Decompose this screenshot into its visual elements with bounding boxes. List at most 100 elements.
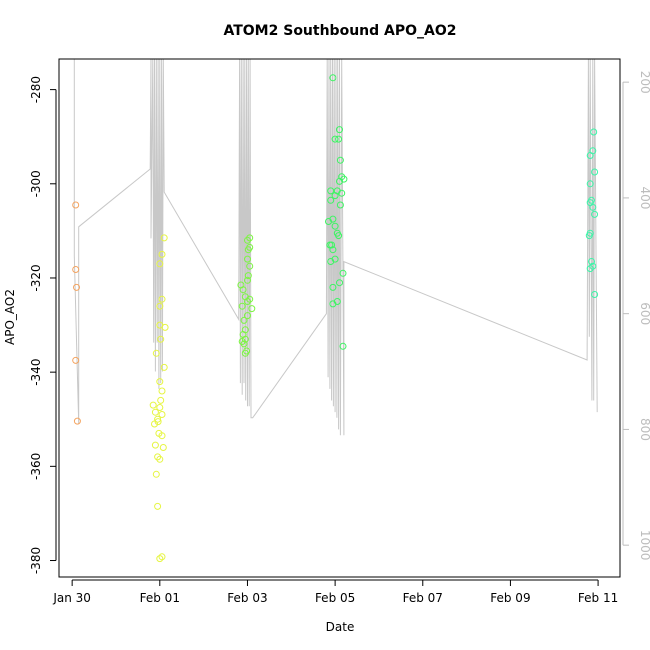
- data-point-s1-16: [158, 250, 166, 258]
- data-point-s3-16: [331, 222, 339, 230]
- x-tick-label-4: Feb 07: [403, 591, 443, 605]
- data-point-s1-22: [157, 335, 165, 343]
- x-axis-label: Date: [326, 620, 355, 634]
- y-tick-label-3: -340: [29, 359, 43, 386]
- data-point-s1-0: [149, 401, 157, 409]
- data-point-s2-20: [246, 295, 254, 303]
- data-point-s3-26: [329, 283, 337, 291]
- data-point-s4-4: [586, 180, 594, 188]
- data-point-s1-13: [158, 553, 166, 561]
- data-point-s1-19: [158, 295, 166, 303]
- data-point-s1-15: [156, 260, 164, 268]
- data-point-s3-12: [327, 196, 335, 204]
- data-point-s2-12: [244, 236, 251, 244]
- data-point-s2-16: [244, 255, 251, 263]
- data-point-s1-27: [155, 429, 163, 437]
- plot-frame: [58, 58, 621, 578]
- data-point-s1-11: [152, 470, 160, 478]
- data-point-s1-29: [157, 396, 165, 404]
- data-point-s3-21: [329, 246, 337, 254]
- x-tick-label-0: Jan 30: [52, 591, 91, 605]
- data-point-s2-10: [241, 349, 249, 357]
- data-point-s2-22: [244, 312, 251, 320]
- data-point-s2-13: [246, 234, 254, 242]
- data-point-s1-26: [152, 349, 160, 357]
- data-point-s4-3: [591, 168, 599, 176]
- data-point-s2-5: [240, 316, 248, 324]
- data-point-s4-8: [591, 210, 599, 218]
- data-point-s3-4: [336, 156, 344, 164]
- data-point-s3-0: [329, 74, 337, 82]
- data-point-s1-1: [151, 408, 159, 416]
- y-tick-label-0: -280: [29, 76, 43, 103]
- data-point-s2-17: [246, 262, 254, 270]
- data-point-s2-19: [244, 276, 251, 284]
- data-point-s3-2: [331, 135, 339, 143]
- y2-tick-label-4: 1000: [638, 530, 650, 561]
- data-point-s2-4: [238, 302, 246, 310]
- data-point-s2-18: [244, 272, 252, 280]
- data-point-s3-24: [339, 269, 347, 277]
- data-point-s4-0: [590, 128, 598, 136]
- data-point-s3-29: [339, 342, 347, 350]
- data-point-s0-2: [73, 283, 80, 291]
- data-point-s4-7: [589, 203, 597, 211]
- data-point-s3-3: [335, 135, 343, 143]
- y2-tick-label-2: 600: [638, 302, 650, 325]
- data-point-s1-28: [154, 418, 162, 426]
- data-point-s3-25: [336, 279, 343, 287]
- data-point-s1-12: [154, 502, 162, 510]
- x-tick-label-5: Feb 09: [490, 591, 530, 605]
- x-tick-label-3: Feb 05: [315, 591, 355, 605]
- y2-tick-label-1: 400: [638, 186, 650, 209]
- data-point-s3-28: [329, 300, 337, 308]
- plot-layer: Jan 30 Feb 01 Feb 03 Feb 05 Feb 07 Feb 09 Feb …: [29, 58, 650, 605]
- data-point-s1-24: [158, 387, 166, 395]
- data-point-s1-5: [158, 411, 166, 418]
- data-point-s1-8: [154, 453, 162, 461]
- data-point-s4-14: [591, 291, 599, 298]
- data-point-s3-8: [327, 187, 335, 195]
- data-point-s3-11: [338, 189, 346, 197]
- data-point-s2-23: [241, 326, 249, 334]
- data-point-s4-11: [588, 258, 595, 265]
- y-tick-label-4: -360: [29, 453, 43, 480]
- data-point-s3-13: [336, 201, 344, 209]
- data-point-s1-25: [160, 363, 168, 371]
- data-point-s2-1: [239, 286, 247, 294]
- data-point-s0-4: [73, 417, 81, 425]
- y2-tick-label-0: 200: [638, 71, 650, 94]
- data-point-s3-18: [335, 232, 343, 240]
- data-point-s3-23: [327, 258, 335, 265]
- x-tick-label-2: Feb 03: [227, 591, 267, 605]
- data-point-s2-11: [238, 338, 246, 345]
- data-point-s1-14: [156, 555, 164, 563]
- data-point-s1-7: [156, 455, 164, 463]
- x-tick-label-1: Feb 01: [140, 591, 180, 605]
- y2-tick-label-3: 800: [638, 418, 650, 441]
- data-point-s3-15: [325, 218, 332, 225]
- data-point-s2-21: [248, 305, 256, 313]
- data-point-s1-21: [161, 323, 169, 331]
- y-tick-label-2: -320: [29, 264, 43, 291]
- data-point-s1-6: [151, 441, 159, 449]
- y-tick-label-5: -380: [29, 547, 43, 574]
- chart-title: ATOM2 Southbound APO_AO2: [223, 23, 456, 39]
- data-point-s0-1: [72, 266, 80, 273]
- y-tick-label-1: -300: [29, 170, 43, 197]
- data-point-s0-0: [72, 201, 80, 209]
- x-tick-label-6: Feb 11: [578, 591, 618, 605]
- data-point-s1-3: [151, 420, 158, 428]
- data-point-s1-23: [156, 378, 164, 386]
- data-point-s2-3: [244, 298, 251, 305]
- data-point-s4-2: [586, 152, 594, 159]
- data-point-s3-7: [336, 177, 343, 185]
- data-point-s1-17: [160, 234, 168, 242]
- data-point-s1-18: [156, 302, 164, 310]
- y-axis-label: APO_AO2: [3, 289, 17, 345]
- data-point-s4-13: [586, 265, 594, 273]
- data-point-s3-1: [336, 126, 343, 134]
- data-point-s4-10: [585, 232, 593, 240]
